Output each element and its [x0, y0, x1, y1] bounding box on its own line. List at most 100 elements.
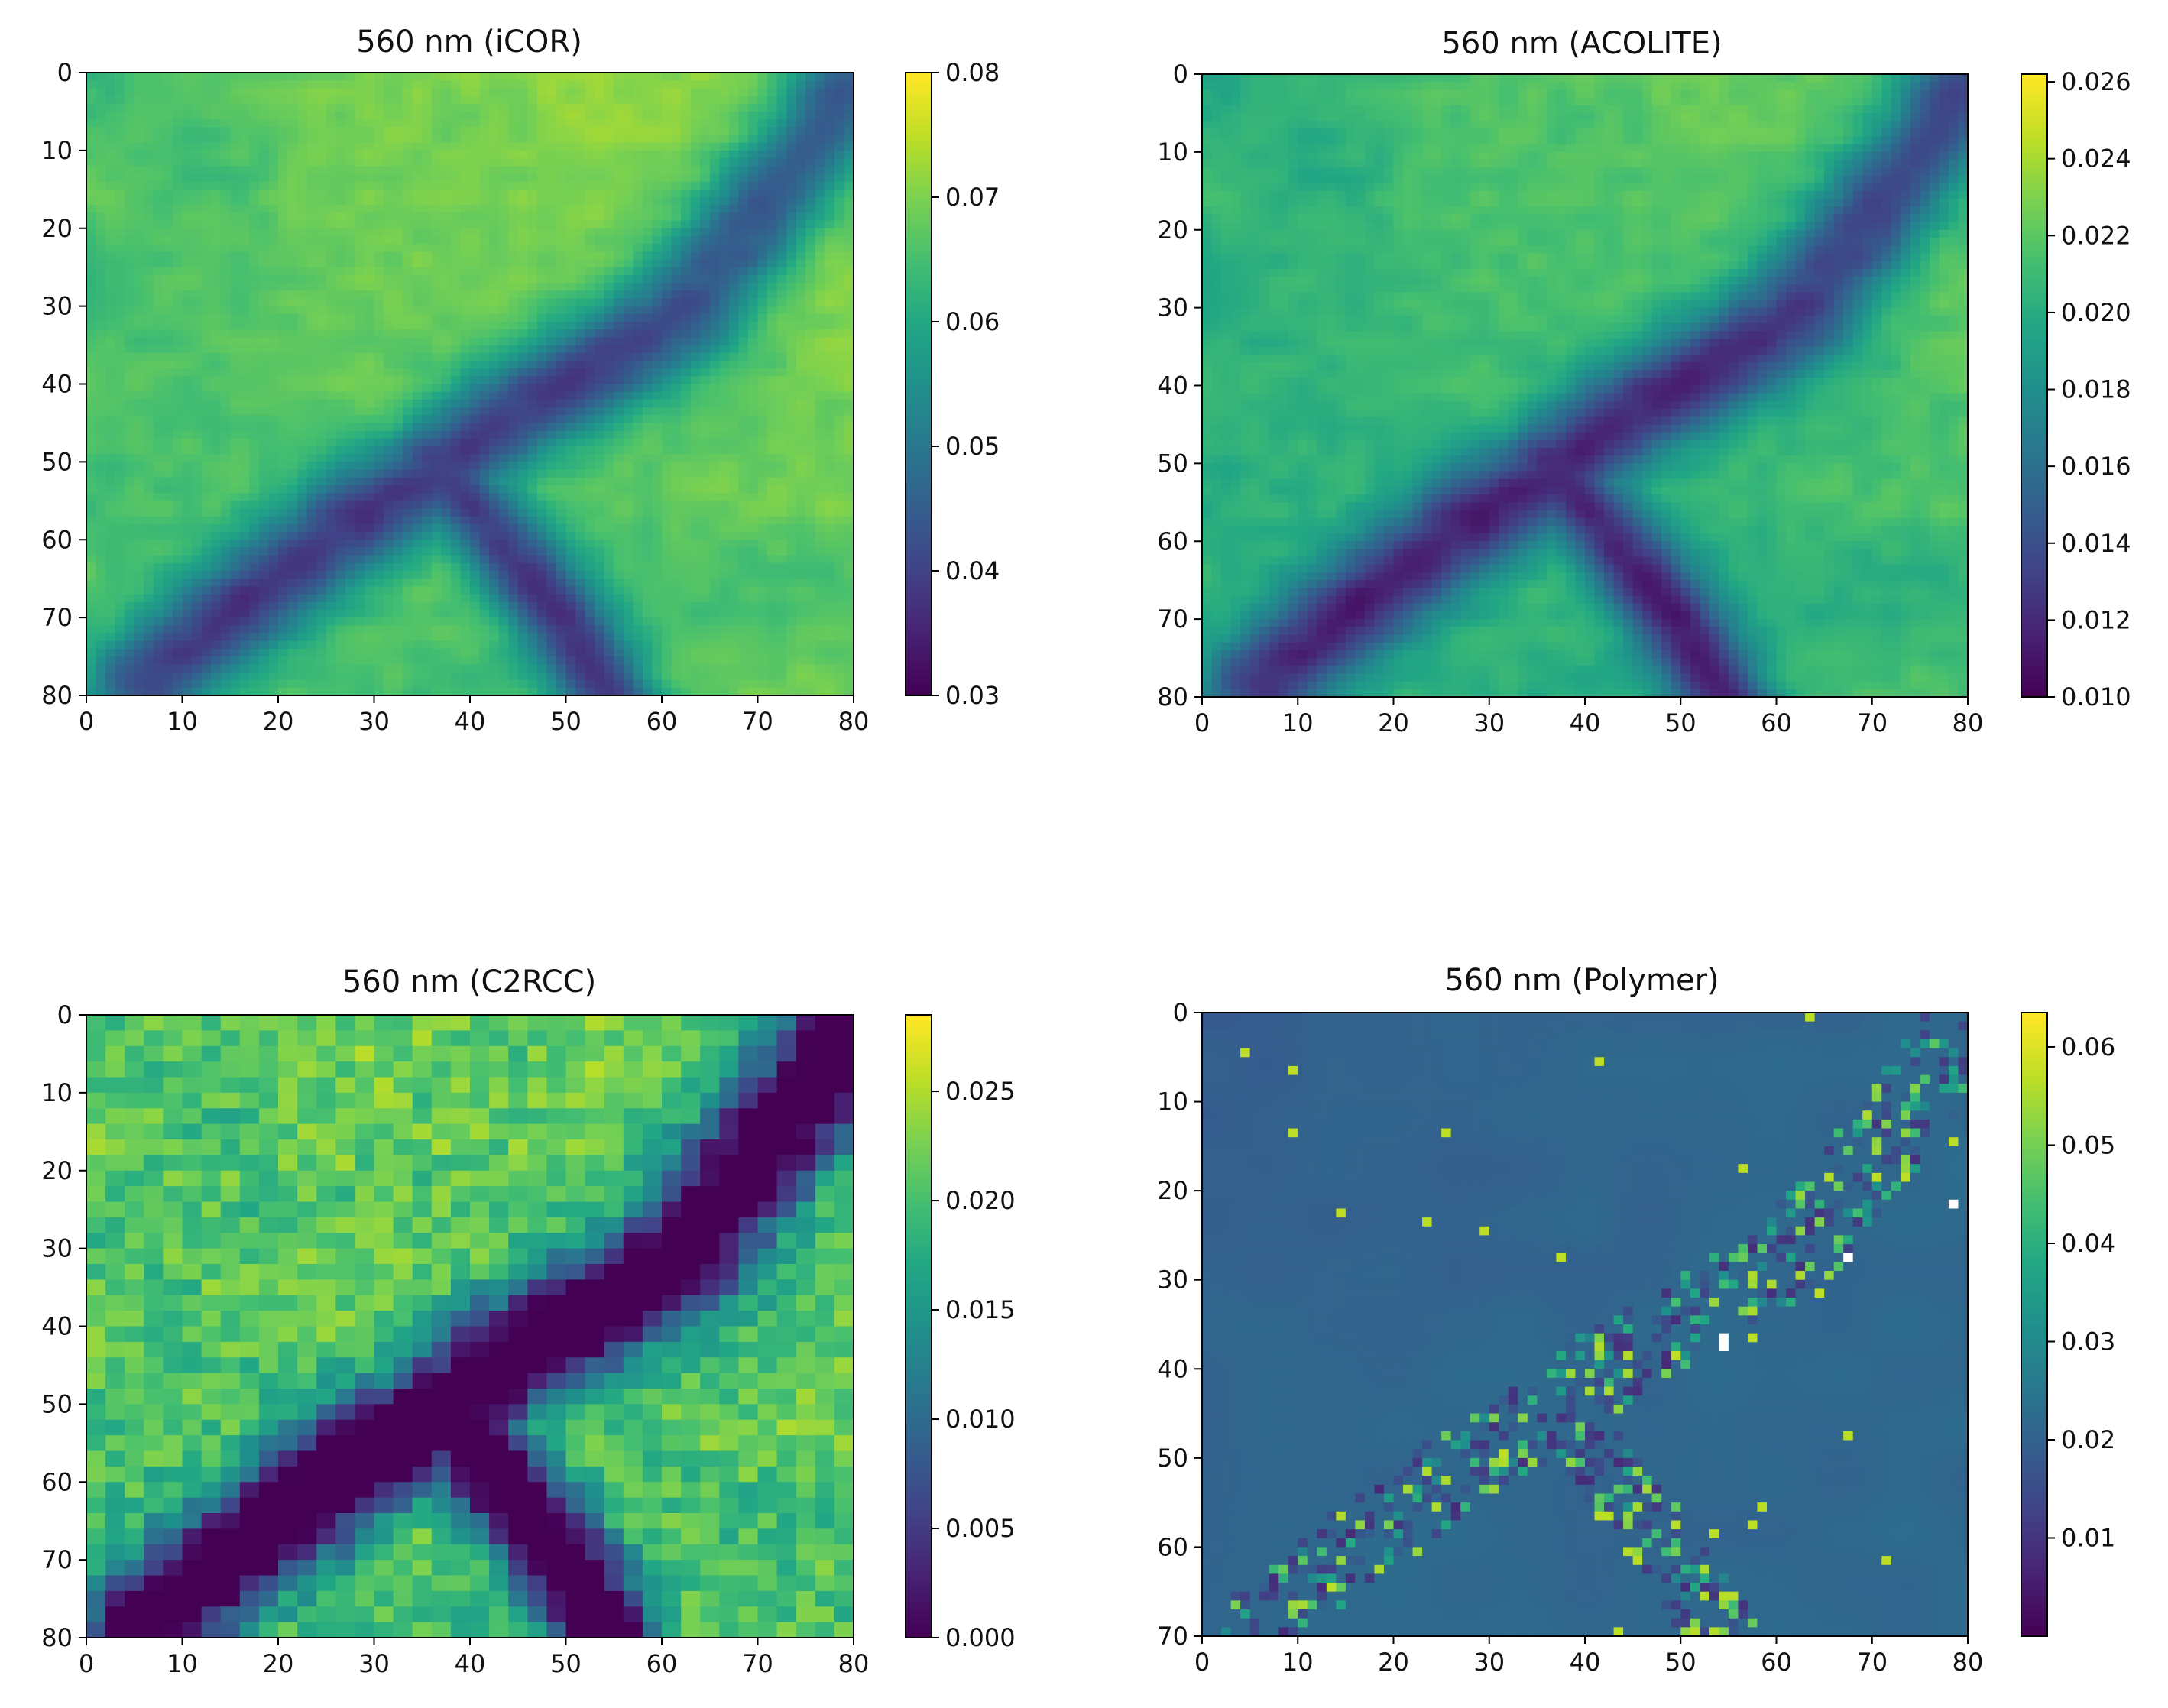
heatmap-cell	[672, 314, 682, 322]
heatmap-cell	[316, 236, 326, 245]
heatmap-cell	[230, 431, 240, 439]
heatmap-cell	[297, 423, 307, 431]
heatmap-cell	[394, 368, 403, 377]
heatmap-cell	[394, 197, 403, 206]
heatmap-cell	[604, 439, 614, 447]
heatmap-cell	[672, 197, 682, 206]
heatmap-cell	[710, 400, 720, 408]
heatmap-cell	[460, 407, 470, 416]
heatmap-cell	[422, 361, 432, 369]
heatmap-cell	[585, 314, 595, 322]
heatmap-cell	[345, 112, 355, 120]
heatmap-cell	[278, 470, 288, 478]
heatmap-cell	[758, 166, 768, 174]
heatmap-cell	[345, 314, 355, 322]
heatmap-cell	[489, 454, 499, 462]
heatmap-cell	[345, 190, 355, 198]
heatmap-cell	[748, 260, 758, 268]
heatmap-cell	[595, 485, 604, 494]
heatmap-cell	[844, 345, 854, 354]
heatmap-cell	[527, 221, 537, 229]
heatmap-cell	[86, 446, 96, 455]
heatmap-cell	[499, 446, 509, 455]
heatmap-cell	[326, 439, 336, 447]
heatmap-cell	[413, 173, 423, 182]
heatmap-cell	[230, 212, 240, 221]
heatmap-cell	[173, 478, 183, 486]
heatmap-cell	[758, 407, 768, 416]
heatmap-cell	[413, 423, 423, 431]
heatmap-cell	[518, 361, 528, 369]
heatmap-cell	[134, 415, 144, 423]
heatmap-cell	[86, 462, 96, 470]
heatmap-cell	[691, 244, 701, 252]
heatmap-cell	[575, 221, 585, 229]
heatmap-cell	[786, 205, 796, 213]
heatmap-cell	[211, 104, 221, 112]
heatmap-cell	[403, 485, 413, 494]
heatmap-cell	[326, 431, 336, 439]
heatmap-cell	[786, 368, 796, 377]
heatmap-cell	[527, 112, 537, 120]
heatmap-cell	[662, 275, 672, 284]
heatmap-cell	[700, 431, 710, 439]
heatmap-cell	[719, 275, 729, 284]
heatmap-cell	[249, 376, 259, 384]
heatmap-cell	[585, 205, 595, 213]
heatmap-cell	[268, 190, 278, 198]
heatmap-cell	[173, 415, 183, 423]
heatmap-cell	[96, 166, 106, 174]
heatmap-cell	[652, 182, 662, 190]
heatmap-cell	[700, 236, 710, 245]
heatmap-cell	[499, 329, 509, 338]
heatmap-cell	[451, 368, 461, 377]
heatmap-cell	[326, 112, 336, 120]
heatmap-cell	[700, 329, 710, 338]
heatmap-cell	[815, 119, 825, 128]
heatmap-cell	[643, 244, 653, 252]
heatmap-cell	[268, 88, 278, 96]
heatmap-cell	[546, 462, 556, 470]
heatmap-cell	[413, 400, 423, 408]
heatmap-cell	[566, 345, 576, 354]
heatmap-cell	[173, 260, 183, 268]
heatmap-cell	[125, 407, 134, 416]
heatmap-cell	[422, 228, 432, 237]
heatmap-cell	[144, 493, 154, 501]
heatmap-cell	[134, 96, 144, 105]
heatmap-cell	[585, 267, 595, 276]
heatmap-cell	[211, 478, 221, 486]
heatmap-cell	[365, 80, 374, 89]
heatmap-cell	[575, 260, 585, 268]
heatmap-cell	[460, 127, 470, 135]
heatmap-cell	[537, 306, 547, 315]
heatmap-cell	[384, 166, 394, 174]
heatmap-cell	[335, 182, 345, 190]
heatmap-cell	[652, 283, 662, 291]
heatmap-cell	[758, 493, 768, 501]
heatmap-cell	[144, 415, 154, 423]
heatmap-cell	[691, 314, 701, 322]
heatmap-cell	[729, 212, 739, 221]
heatmap-cell	[518, 166, 528, 174]
heatmap-cell	[115, 260, 125, 268]
heatmap-cell	[796, 197, 806, 206]
heatmap-cell	[777, 415, 787, 423]
heatmap-cell	[719, 361, 729, 369]
heatmap-cell	[249, 392, 259, 400]
heatmap-cell	[834, 423, 844, 431]
heatmap-cell	[422, 197, 432, 206]
heatmap-cell	[480, 415, 490, 423]
heatmap-cell	[211, 532, 221, 540]
heatmap-cell	[527, 244, 537, 252]
heatmap-cell	[537, 283, 547, 291]
heatmap-cell	[374, 244, 384, 252]
heatmap-cell	[604, 322, 614, 330]
heatmap-cell	[767, 532, 777, 540]
heatmap-cell	[537, 151, 547, 159]
heatmap-cell	[624, 337, 634, 345]
heatmap-cell	[365, 322, 374, 330]
heatmap-cell	[86, 173, 96, 182]
heatmap-cell	[585, 384, 595, 393]
heatmap-cell	[604, 517, 614, 525]
